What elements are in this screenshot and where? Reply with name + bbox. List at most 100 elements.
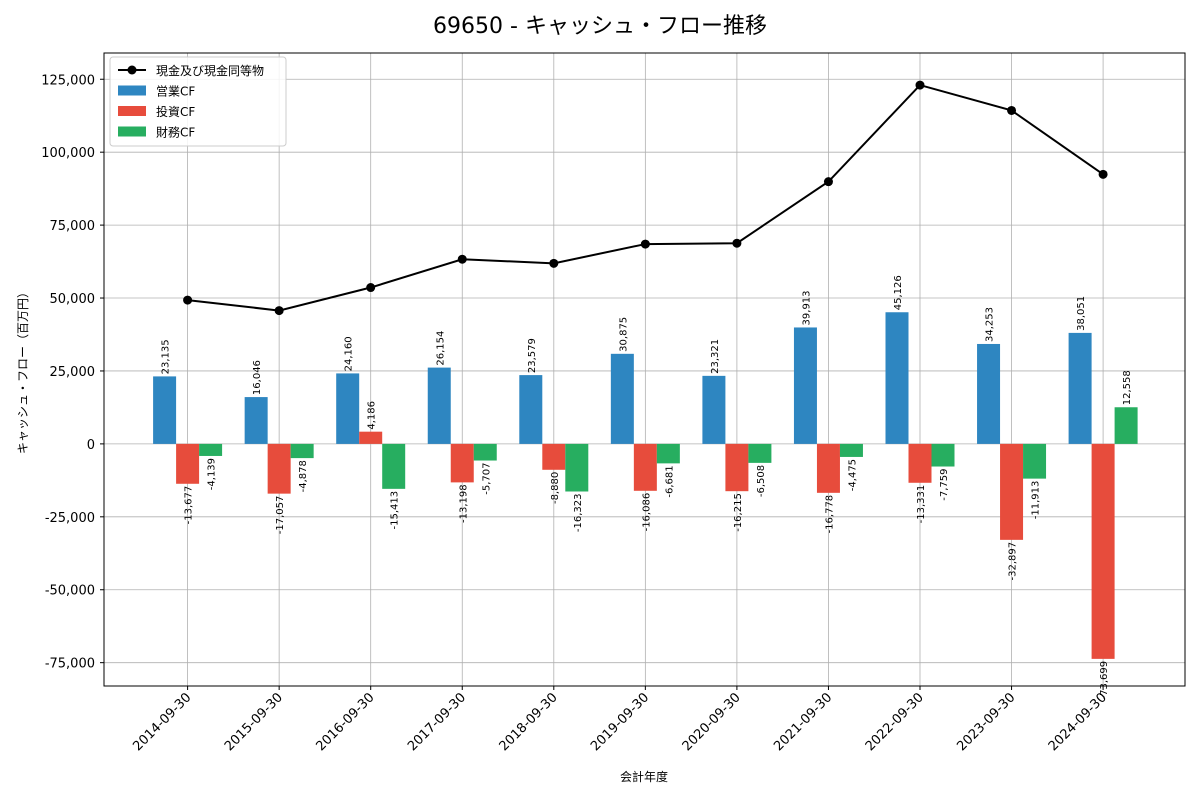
y-tick-label: 50,000 (50, 292, 96, 307)
line-point (366, 283, 376, 293)
data-label: 38,051 (1076, 296, 1087, 331)
y-tick-label: -50,000 (45, 584, 95, 599)
legend-label: 現金及び現金同等物 (156, 63, 264, 78)
line-point (274, 306, 284, 316)
data-label: -16,215 (733, 493, 744, 532)
data-label: -4,475 (847, 459, 858, 491)
data-label: -13,677 (184, 486, 195, 525)
data-label: 4,186 (367, 401, 378, 430)
data-label: 23,321 (710, 339, 721, 374)
y-tick-label: 75,000 (50, 219, 96, 234)
bar-投資CF (908, 443, 932, 483)
data-label: -73,699 (1099, 661, 1110, 700)
data-label: 12,558 (1122, 370, 1133, 405)
data-label: -16,086 (641, 493, 652, 532)
bar-投資CF (725, 443, 749, 492)
legend-marker (127, 65, 137, 75)
plot-frame (103, 52, 1186, 687)
data-label: -8,880 (550, 472, 561, 504)
x-axis-title: 会計年度 (620, 769, 668, 784)
data-label: -16,323 (573, 493, 584, 532)
bar-財務CF (199, 443, 223, 456)
data-label: -6,681 (664, 465, 675, 497)
bar-投資CF (542, 443, 566, 470)
line-point (640, 239, 650, 249)
bar-営業CF (427, 367, 451, 444)
legend-swatch (118, 85, 146, 96)
data-label: -6,508 (756, 465, 767, 497)
bar-財務CF (1023, 443, 1047, 479)
data-label: -11,913 (1031, 481, 1042, 520)
data-label: -5,707 (481, 463, 492, 495)
bar-投資CF (450, 443, 474, 483)
bar-営業CF (977, 343, 1001, 444)
bar-投資CF (816, 443, 840, 493)
y-axis-title: キャッシュ・フロー（百万円） (16, 286, 30, 454)
legend-label: 財務CF (156, 125, 195, 140)
bar-財務CF (931, 443, 955, 467)
data-label: 24,160 (344, 336, 355, 371)
bar-投資CF (359, 431, 383, 444)
data-label: -7,759 (939, 469, 950, 501)
bar-labels-layer: 23,135 16,046 24,160 26,154 23,579 30,875 23,3… (161, 275, 1133, 700)
line-point (457, 254, 467, 264)
line-point (549, 258, 559, 268)
y-axis: -75,000 -50,000 -25,000 0 25,000 50,000 75,000… (41, 73, 104, 672)
line-layer (183, 80, 1108, 316)
bar-投資CF (633, 443, 657, 491)
bar-財務CF (382, 443, 406, 489)
bar-営業CF (244, 397, 268, 444)
data-label: 39,913 (801, 290, 812, 325)
data-label: -13,198 (458, 484, 469, 523)
data-label: -17,057 (275, 496, 286, 535)
bar-営業CF (885, 312, 909, 444)
bar-財務CF (656, 443, 680, 464)
bar-営業CF (519, 375, 543, 444)
bar-営業CF (1068, 332, 1092, 444)
bar-財務CF (839, 443, 863, 457)
bar-営業CF (153, 376, 177, 444)
data-label: 16,046 (252, 360, 263, 395)
bar-投資CF (176, 443, 200, 484)
bars-layer (153, 312, 1138, 659)
data-label: 34,253 (985, 307, 996, 342)
data-label: 23,135 (161, 339, 172, 374)
data-label: -16,778 (824, 495, 835, 534)
chart-title: 69650 - キャッシュ・フロー推移 (433, 14, 767, 39)
bar-投資CF (267, 443, 291, 494)
line-point (1098, 169, 1108, 179)
legend-label: 投資CF (156, 104, 195, 119)
bar-財務CF (1114, 407, 1138, 444)
line-point (915, 80, 925, 90)
legend-swatch (118, 126, 146, 137)
data-label: -13,331 (916, 485, 927, 524)
bar-財務CF (565, 443, 589, 492)
bar-営業CF (793, 327, 817, 444)
line-point (1007, 105, 1017, 115)
bar-財務CF (748, 443, 772, 463)
data-label: -15,413 (390, 491, 401, 530)
bar-財務CF (473, 443, 497, 461)
bar-営業CF (610, 353, 634, 444)
data-label: -4,878 (298, 460, 309, 492)
bar-財務CF (290, 443, 314, 459)
bar-営業CF (336, 373, 360, 444)
line-point (823, 177, 833, 187)
y-tick-label: -25,000 (45, 511, 95, 526)
legend-swatch (118, 106, 146, 116)
y-tick-label: 125,000 (41, 73, 95, 88)
data-label: -32,897 (1008, 542, 1019, 581)
data-label: 26,154 (435, 331, 446, 366)
bar-投資CF (1000, 443, 1024, 540)
y-tick-label: 100,000 (41, 146, 95, 161)
line-point (732, 238, 742, 248)
bar-投資CF (1091, 443, 1115, 659)
y-tick-label: 0 (87, 438, 95, 453)
legend-label: 営業CF (156, 85, 195, 99)
line-point (183, 295, 193, 305)
y-tick-label: 25,000 (50, 365, 96, 380)
data-label: 23,579 (527, 338, 538, 373)
bar-営業CF (702, 375, 726, 444)
